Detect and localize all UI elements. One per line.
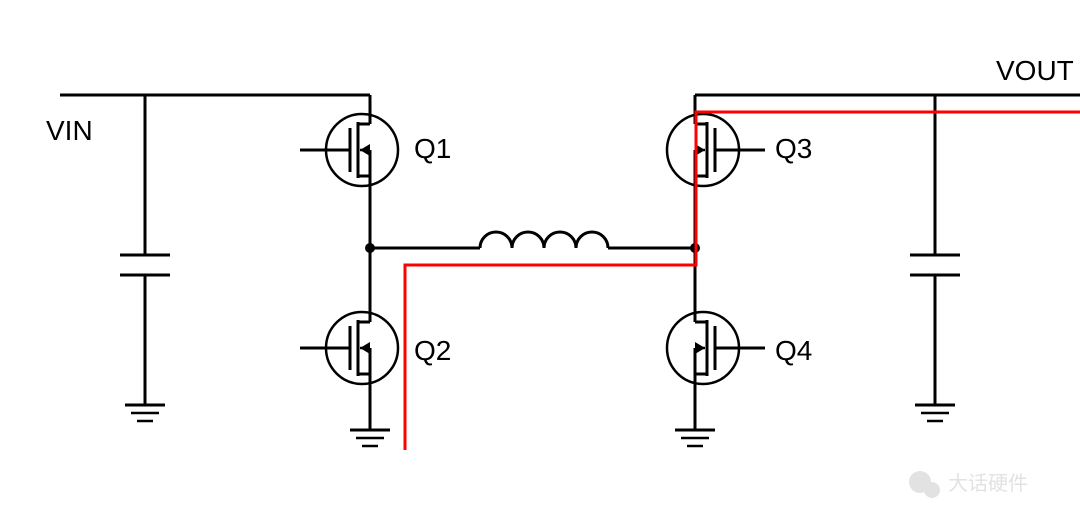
mosfet-q4 bbox=[667, 312, 765, 384]
watermark-text: 大话硬件 bbox=[948, 472, 1028, 495]
label-vin: VIN bbox=[46, 115, 93, 146]
label-q2: Q2 bbox=[414, 335, 451, 366]
label-q4: Q4 bbox=[775, 335, 812, 366]
inductor-icon bbox=[480, 232, 608, 248]
label-vout: VOUT bbox=[996, 55, 1074, 86]
mosfet-q3 bbox=[667, 114, 765, 186]
gnd-cap-in bbox=[125, 405, 165, 421]
mosfet-q1 bbox=[300, 114, 398, 186]
gnd-cap-out bbox=[915, 405, 955, 421]
gnd-q4 bbox=[675, 430, 715, 446]
gnd-q2 bbox=[350, 430, 390, 446]
mosfet-q2 bbox=[300, 312, 398, 384]
current-path-highlight bbox=[405, 112, 1080, 450]
watermark: 大话硬件 bbox=[909, 471, 1028, 498]
label-q1: Q1 bbox=[414, 133, 451, 164]
label-q3: Q3 bbox=[775, 133, 812, 164]
circuit-diagram: VIN VOUT Q1 Q2 Q3 Q4 大话硬件 bbox=[0, 0, 1080, 517]
